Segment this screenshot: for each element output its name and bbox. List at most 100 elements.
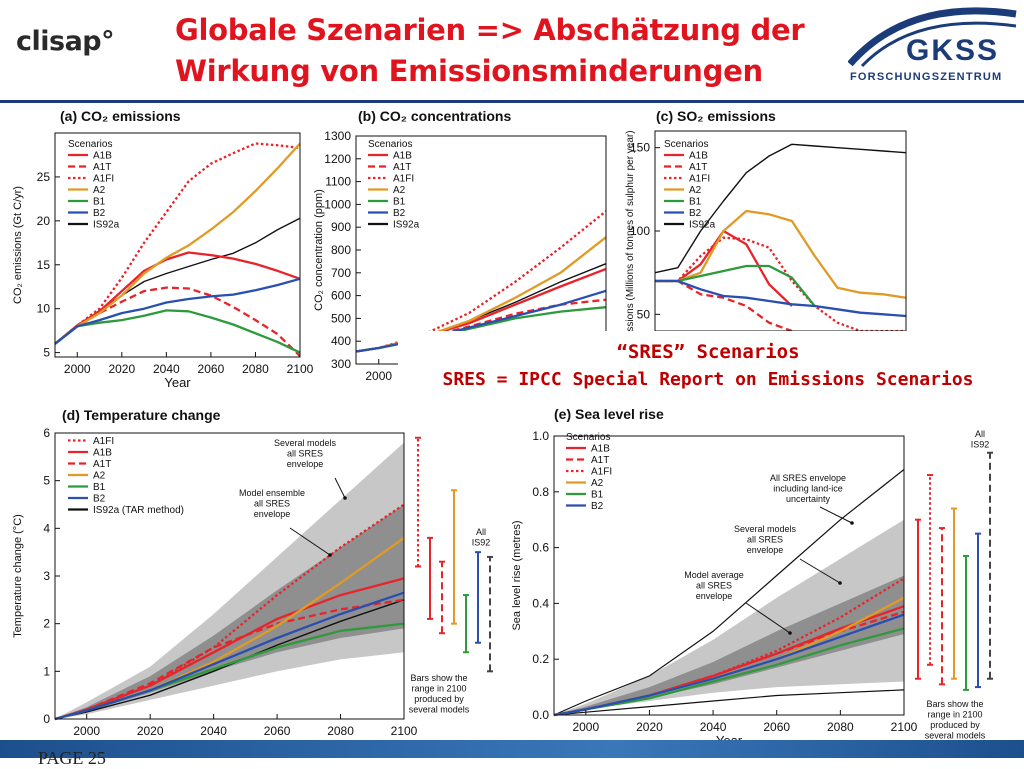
y-tick-label: 1300 bbox=[324, 129, 351, 143]
annotation-bars-show-the-0: Bars show the bbox=[410, 673, 467, 683]
x-tick-label: 2000 bbox=[64, 362, 91, 376]
y-tick-label: 1.0 bbox=[532, 429, 549, 443]
annotation-all-1: IS92 bbox=[971, 440, 990, 450]
x-tick-label: 2080 bbox=[827, 720, 854, 734]
legend-item-a1fi: A1FI bbox=[393, 174, 414, 185]
y-tick-label: 1100 bbox=[325, 175, 351, 189]
x-axis-label: Year bbox=[716, 733, 743, 743]
y-tick-label: 100 bbox=[630, 224, 650, 238]
legend-item-b2: B2 bbox=[591, 501, 604, 512]
annotation-arrow bbox=[819, 506, 853, 524]
legend-item-b2: B2 bbox=[689, 208, 702, 219]
annotation-bars-show-the-2: produced by bbox=[414, 694, 464, 704]
annotation-arrow bbox=[799, 558, 841, 584]
legend-item-a1fi: A1FI bbox=[93, 436, 114, 447]
legend-item-is92a-tar-method: IS92a (TAR method) bbox=[93, 505, 184, 516]
x-tick-label: 2060 bbox=[763, 720, 790, 734]
line-all-sres-envelope-including-land-ice-uncertainty-upper bbox=[553, 469, 905, 716]
slide-header: clisap° Globale Szenarien => Abschätzung… bbox=[0, 0, 1024, 102]
x-tick-label: 2080 bbox=[242, 362, 269, 376]
slide-title-line1: Globale Szenarien => Abschätzung der bbox=[175, 13, 805, 47]
x-tick-label: 2100 bbox=[391, 724, 418, 738]
annotation-model-average-2: envelope bbox=[696, 591, 733, 601]
legend-item-a1b: A1B bbox=[689, 151, 708, 162]
y-tick-label: 0.4 bbox=[532, 596, 549, 610]
legend-title: Scenarios bbox=[664, 139, 708, 150]
y-tick-label: 0.0 bbox=[532, 708, 549, 722]
sres-overlay: “SRES” Scenarios SRES = IPCC Special Repo… bbox=[398, 331, 1006, 403]
gkss-logo-sub: FORSCHUNGSZENTRUM bbox=[850, 71, 1002, 83]
legend-item-a2: A2 bbox=[93, 471, 106, 482]
y-tick-label: 15 bbox=[37, 258, 51, 272]
chart-co2-emissions: (a) CO₂ emissions 5 10 15 20 25 2000 2020 2040 20… bbox=[12, 108, 314, 390]
annotation-arrow bbox=[289, 527, 331, 556]
x-tick-label: 2000 bbox=[365, 369, 392, 383]
header-divider bbox=[0, 100, 1024, 103]
series-line-a2 bbox=[54, 142, 301, 345]
annotation-arrowhead bbox=[788, 631, 792, 635]
series-line-is92a-tar-method bbox=[54, 599, 405, 720]
legend-item-b1: B1 bbox=[393, 197, 406, 208]
page-number: PAGE 25 bbox=[38, 748, 106, 768]
y-tick-label: 0.8 bbox=[532, 485, 549, 499]
annotation-bars-show-the-3: several models bbox=[409, 705, 470, 715]
slide-title-line2: Wirkung von Emissionsminderungen bbox=[175, 54, 763, 88]
sres-overlay-box bbox=[398, 331, 1006, 403]
annotation-bars-show-the-0: Bars show the bbox=[926, 699, 983, 709]
x-tick-label: 2000 bbox=[572, 720, 599, 734]
chart-title: (b) CO₂ concentrations bbox=[358, 108, 511, 124]
y-tick-label: 500 bbox=[331, 311, 351, 325]
annotation-arrow bbox=[334, 477, 346, 499]
y-tick-label: 3 bbox=[43, 569, 50, 583]
annotation-several-models-1: all SRES bbox=[747, 535, 783, 545]
annotation-all-sres-envelope-2: uncertainty bbox=[786, 494, 831, 504]
envelope-several-models-all-sres-envelope bbox=[55, 442, 404, 719]
y-tick-label: 900 bbox=[331, 220, 351, 234]
y-axis-label: Sea level rise (metres) bbox=[511, 520, 523, 630]
series-line-a1b bbox=[54, 251, 301, 345]
legend-item-a1t: A1T bbox=[591, 455, 609, 466]
legend-item-is92a: IS92a bbox=[393, 220, 420, 231]
legend-item-b1: B1 bbox=[93, 482, 106, 493]
annotation-all-1: IS92 bbox=[472, 538, 491, 548]
y-axis-label: CO₂ concentration (ppm) bbox=[313, 189, 325, 311]
sres-overlay-subtitle: SRES = IPCC Special Report on Emissions … bbox=[442, 369, 973, 390]
series-line-b2 bbox=[553, 613, 905, 717]
chart-title: (a) CO₂ emissions bbox=[60, 108, 181, 124]
y-tick-label: 400 bbox=[331, 334, 351, 348]
legend-item-a1t: A1T bbox=[689, 162, 707, 173]
legend-title: Scenarios bbox=[368, 139, 412, 150]
envelope-model-average-all-sres-envelope bbox=[554, 575, 904, 715]
annotation-several-models-1: all SRES bbox=[287, 449, 323, 459]
annotation-all-0: All bbox=[476, 527, 486, 537]
y-tick-label: 600 bbox=[331, 289, 351, 303]
y-tick-label: 1200 bbox=[324, 152, 351, 166]
clisap-logo: clisap° bbox=[16, 26, 115, 57]
annotation-all-sres-envelope-1: including land-ice bbox=[773, 484, 843, 494]
series-line-b2 bbox=[655, 279, 907, 318]
annotation-several-models-2: envelope bbox=[747, 545, 784, 555]
series-line-b1 bbox=[54, 309, 301, 354]
chart-title: (c) SO₂ emissions bbox=[656, 108, 776, 124]
y-tick-label: 4 bbox=[43, 521, 50, 535]
series-line-b2 bbox=[54, 277, 301, 345]
annotation-model-ensemble-1: all SRES bbox=[254, 499, 290, 509]
y-tick-label: 800 bbox=[331, 243, 351, 257]
legend-item-a1b: A1B bbox=[591, 444, 610, 455]
x-tick-label: 2060 bbox=[264, 724, 291, 738]
annotation-bars-show-the-1: range in 2100 bbox=[411, 684, 466, 694]
legend-item-a1fi: A1FI bbox=[591, 467, 612, 478]
y-tick-label: 20 bbox=[37, 214, 51, 228]
x-tick-label: 2020 bbox=[108, 362, 135, 376]
y-tick-label: 5 bbox=[43, 474, 50, 488]
annotation-all-0: All bbox=[975, 429, 985, 439]
annotation-bars-show-the-1: range in 2100 bbox=[927, 710, 982, 720]
y-tick-label: 1000 bbox=[324, 197, 351, 211]
annotation-bars-show-the-3: several models bbox=[925, 731, 986, 741]
legend-item-b1: B1 bbox=[93, 197, 106, 208]
y-tick-label: 5 bbox=[43, 346, 50, 360]
gkss-logo: GKSS FORSCHUNGSZENTRUM bbox=[848, 7, 1017, 83]
series-line-a1fi bbox=[655, 236, 906, 333]
chart-temperature-change: (d) Temperature change 0 1 2 3 4 5 6 2000 2020 204… bbox=[12, 407, 493, 743]
y-tick-label: 6 bbox=[43, 426, 50, 440]
